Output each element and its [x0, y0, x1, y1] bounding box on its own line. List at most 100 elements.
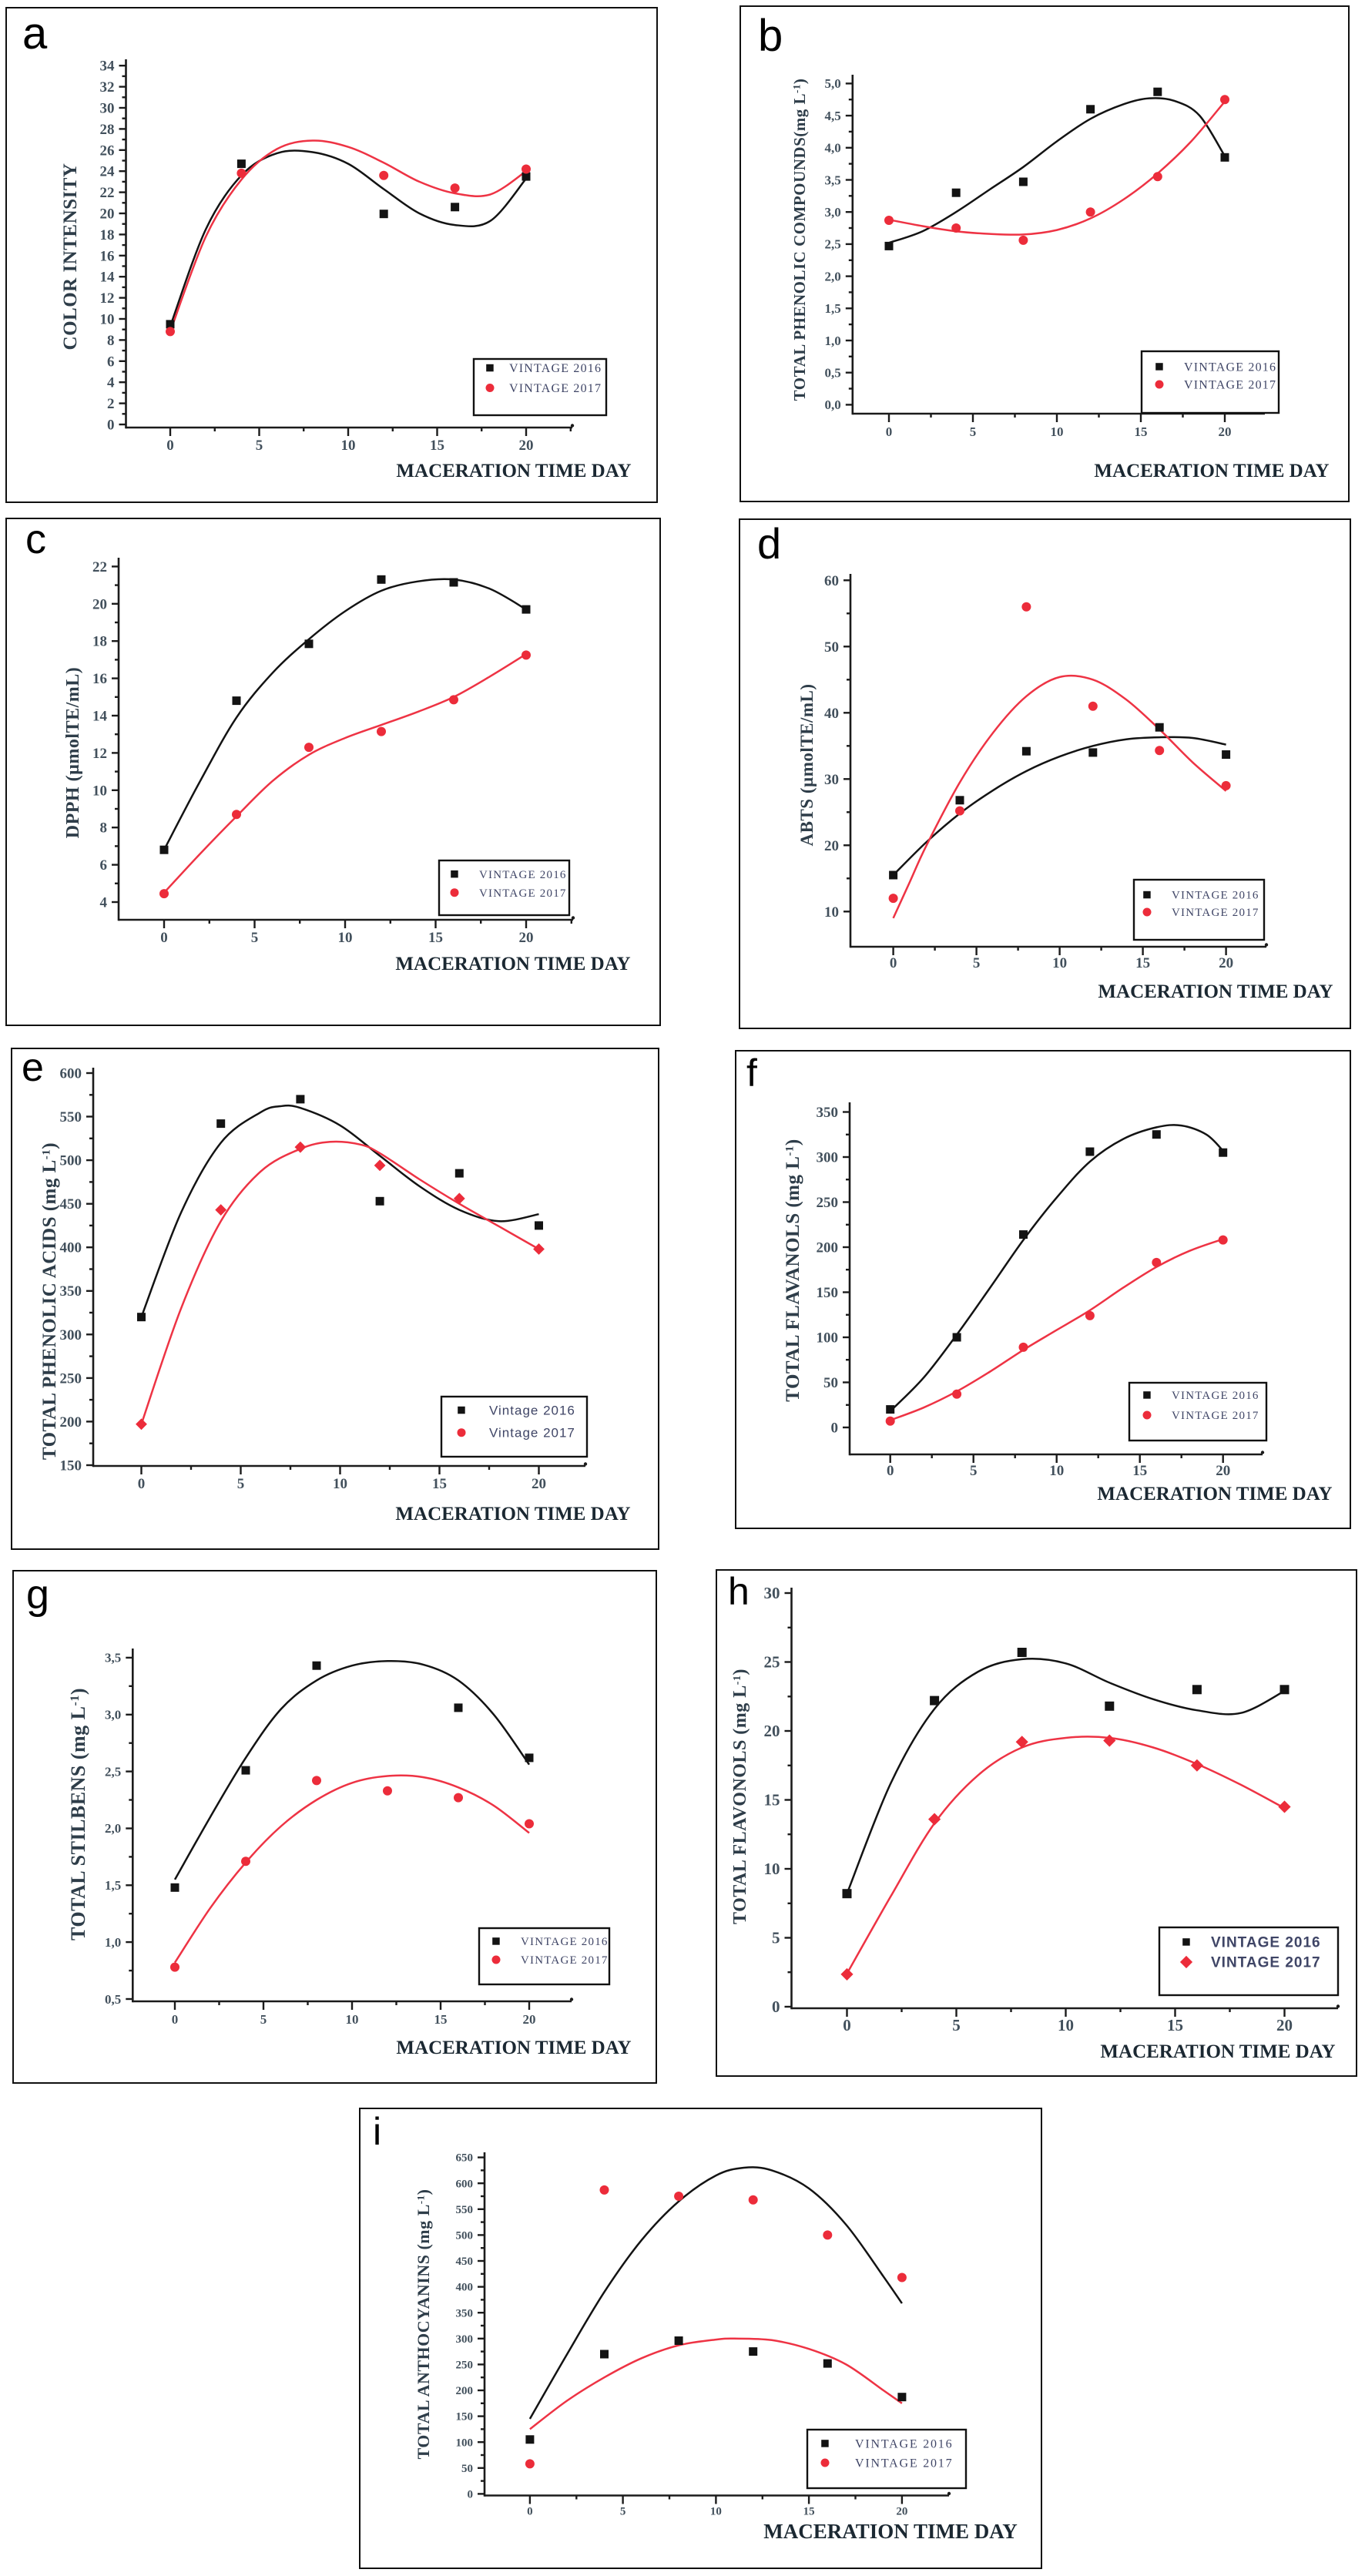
svg-text:200: 200 — [817, 1240, 839, 1256]
svg-text:8: 8 — [107, 333, 115, 349]
svg-text:30: 30 — [100, 101, 115, 117]
svg-text:200: 200 — [456, 2385, 474, 2397]
svg-text:5: 5 — [973, 955, 981, 971]
svg-text:0: 0 — [172, 2012, 179, 2027]
svg-text:10: 10 — [333, 1476, 347, 1492]
svg-text:20: 20 — [532, 1476, 546, 1492]
svg-text:10: 10 — [100, 312, 115, 328]
svg-text:0: 0 — [160, 930, 168, 946]
svg-text:10: 10 — [341, 438, 356, 454]
svg-text:MACERATION TIME DAY: MACERATION TIME DAY — [1100, 2041, 1335, 2062]
svg-text:TOTAL FLAVONOLS (mg L-1): TOTAL FLAVONOLS (mg L-1) — [730, 1669, 750, 1924]
svg-text:VINTAGE 2017: VINTAGE 2017 — [509, 382, 602, 395]
svg-text:26: 26 — [100, 143, 115, 159]
svg-text:VINTAGE 2017: VINTAGE 2017 — [1172, 1410, 1259, 1422]
svg-text:Vintage 2016: Vintage 2016 — [489, 1403, 575, 1417]
svg-text:Vintage 2017: Vintage 2017 — [489, 1426, 575, 1441]
svg-text:0: 0 — [831, 1420, 839, 1437]
svg-text:3,0: 3,0 — [105, 1708, 121, 1722]
svg-text:300: 300 — [456, 2333, 474, 2346]
svg-text:b: b — [758, 11, 783, 61]
svg-text:40: 40 — [824, 706, 839, 722]
svg-text:100: 100 — [456, 2437, 474, 2449]
svg-text:60: 60 — [824, 573, 839, 589]
svg-text:150: 150 — [60, 1457, 82, 1474]
svg-text:2,0: 2,0 — [105, 1821, 121, 1836]
svg-text:1,5: 1,5 — [825, 301, 841, 316]
svg-text:22: 22 — [100, 185, 115, 201]
svg-text:20: 20 — [100, 206, 115, 223]
svg-text:10: 10 — [764, 1860, 780, 1878]
svg-text:8: 8 — [100, 820, 108, 837]
svg-text:300: 300 — [817, 1150, 839, 1166]
svg-text:500: 500 — [456, 2230, 474, 2242]
svg-text:24: 24 — [100, 164, 116, 180]
svg-text:30: 30 — [764, 1584, 780, 1602]
svg-text:VINTAGE 2017: VINTAGE 2017 — [521, 1954, 609, 1967]
svg-text:0: 0 — [843, 2016, 851, 2034]
svg-text:i: i — [373, 2110, 381, 2153]
svg-text:VINTAGE 2017: VINTAGE 2017 — [1172, 907, 1259, 919]
svg-text:5: 5 — [256, 438, 263, 454]
svg-text:15: 15 — [432, 1476, 447, 1492]
svg-text:4: 4 — [100, 895, 108, 911]
svg-text:15: 15 — [428, 930, 443, 946]
svg-text:18: 18 — [100, 227, 115, 243]
svg-text:4: 4 — [107, 375, 115, 391]
svg-text:10: 10 — [1051, 424, 1064, 439]
svg-text:10: 10 — [1058, 2016, 1074, 2034]
svg-text:15: 15 — [764, 1791, 780, 1810]
svg-text:6: 6 — [100, 857, 108, 874]
svg-text:350: 350 — [456, 2307, 474, 2319]
svg-text:5: 5 — [970, 424, 977, 439]
svg-text:15: 15 — [1135, 955, 1150, 971]
svg-text:5: 5 — [952, 2016, 961, 2034]
svg-text:TOTAL ANTHOCYANINS (mg L-1): TOTAL ANTHOCYANINS (mg L-1) — [414, 2189, 433, 2460]
svg-text:10: 10 — [92, 783, 107, 799]
svg-text:a: a — [22, 8, 48, 59]
svg-text:g: g — [26, 1571, 49, 1618]
svg-text:VINTAGE 2017: VINTAGE 2017 — [1211, 1955, 1321, 1971]
svg-text:20: 20 — [519, 930, 534, 946]
svg-text:VINTAGE 2016: VINTAGE 2016 — [855, 2437, 953, 2450]
svg-text:650: 650 — [456, 2152, 474, 2165]
svg-text:MACERATION TIME DAY: MACERATION TIME DAY — [396, 2038, 631, 2058]
svg-text:0: 0 — [772, 1997, 780, 2016]
svg-text:16: 16 — [100, 248, 115, 264]
svg-text:18: 18 — [92, 634, 107, 650]
svg-text:5: 5 — [970, 1463, 978, 1479]
svg-text:0: 0 — [138, 1476, 146, 1492]
svg-text:1,5: 1,5 — [105, 1878, 121, 1893]
svg-text:MACERATION TIME DAY: MACERATION TIME DAY — [395, 954, 630, 974]
svg-text:10: 10 — [338, 930, 353, 946]
svg-text:VINTAGE 2016: VINTAGE 2016 — [521, 1936, 609, 1948]
svg-text:15: 15 — [1135, 424, 1148, 439]
svg-text:100: 100 — [817, 1330, 839, 1347]
svg-text:0: 0 — [890, 955, 897, 971]
svg-text:500: 500 — [60, 1153, 82, 1169]
svg-text:450: 450 — [60, 1196, 82, 1213]
svg-text:MACERATION TIME DAY: MACERATION TIME DAY — [1097, 1484, 1332, 1504]
svg-text:10: 10 — [824, 904, 839, 921]
svg-text:550: 550 — [60, 1109, 82, 1125]
svg-text:2,0: 2,0 — [825, 269, 841, 283]
svg-text:150: 150 — [456, 2411, 474, 2423]
svg-text:5: 5 — [237, 1476, 245, 1492]
svg-text:3,0: 3,0 — [825, 205, 841, 220]
svg-text:20: 20 — [1219, 424, 1232, 439]
svg-text:VINTAGE 2016: VINTAGE 2016 — [1184, 361, 1276, 374]
svg-text:15: 15 — [434, 2012, 448, 2027]
svg-text:TOTAL FLAVANOLS (mg L-1): TOTAL FLAVANOLS (mg L-1) — [783, 1139, 803, 1401]
svg-text:20: 20 — [896, 2506, 907, 2518]
svg-text:50: 50 — [461, 2463, 473, 2475]
svg-text:400: 400 — [60, 1240, 82, 1256]
svg-text:5: 5 — [620, 2506, 626, 2518]
svg-text:ABTS (µmolTE/mL): ABTS (µmolTE/mL) — [797, 683, 817, 846]
svg-text:5,0: 5,0 — [825, 76, 841, 91]
svg-text:VINTAGE 2016: VINTAGE 2016 — [1172, 890, 1259, 902]
svg-text:MACERATION TIME DAY: MACERATION TIME DAY — [1098, 981, 1333, 1002]
svg-text:3,5: 3,5 — [105, 1651, 121, 1665]
svg-text:4,0: 4,0 — [825, 141, 841, 156]
svg-text:5: 5 — [772, 1929, 780, 1947]
svg-text:0: 0 — [527, 2506, 533, 2518]
